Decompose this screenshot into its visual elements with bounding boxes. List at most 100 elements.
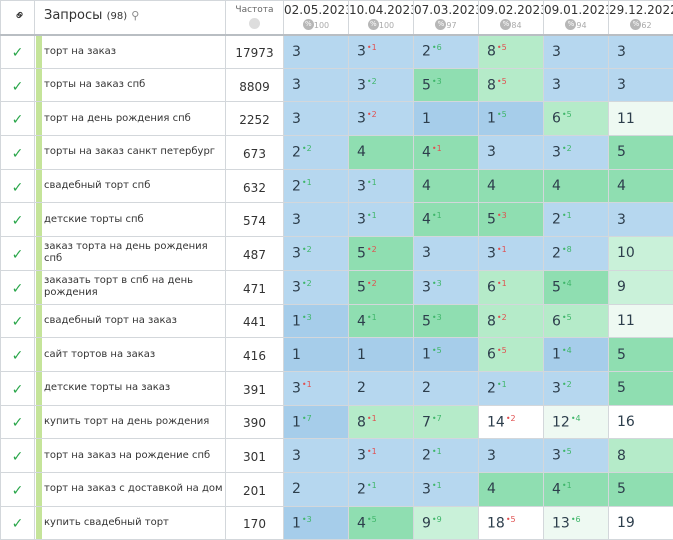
position-cell[interactable]: 11 xyxy=(608,101,673,137)
position-cell[interactable]: 3•2 xyxy=(283,236,349,271)
position-cell[interactable]: 4 xyxy=(478,168,544,204)
position-cell[interactable]: 18•5 xyxy=(478,505,544,540)
date-column-header[interactable]: 09.01.2023% 94 xyxy=(543,0,609,36)
query-cell[interactable]: заказ торта на день рождения спб xyxy=(34,236,226,271)
position-cell[interactable]: 6•5 xyxy=(478,337,544,372)
search-icon[interactable]: ⚲ xyxy=(131,9,140,22)
position-cell[interactable]: 8•5 xyxy=(478,67,544,103)
position-cell[interactable]: 3•2 xyxy=(543,370,609,406)
table-row[interactable]: ✓ заказ торта на день рождения спб 487 3•… xyxy=(0,236,673,271)
position-cell[interactable]: 5•2 xyxy=(348,236,414,271)
position-cell[interactable]: 1 xyxy=(413,101,479,137)
position-cell[interactable]: 14•2 xyxy=(478,404,544,440)
position-cell[interactable]: 5 xyxy=(608,337,673,372)
date-column-header[interactable]: 02.05.2023% 100 xyxy=(283,0,349,36)
position-cell[interactable]: 3 xyxy=(478,438,544,473)
position-cell[interactable]: 6•5 xyxy=(543,303,609,339)
query-cell[interactable]: торт на заказ на рождение спб xyxy=(34,438,226,473)
position-cell[interactable]: 1•5 xyxy=(413,337,479,372)
position-cell[interactable]: 3 xyxy=(283,34,349,69)
date-column-header[interactable]: 07.03.2023% 97 xyxy=(413,0,479,36)
position-cell[interactable]: 2•1 xyxy=(348,471,414,507)
table-row[interactable]: ✓ детские торты на заказ 391 3•1 2 2 2•1 3•2 5 xyxy=(0,370,673,406)
position-cell[interactable]: 3•2 xyxy=(348,67,414,103)
query-cell[interactable]: свадебный торт спб xyxy=(34,168,226,204)
query-cell[interactable]: купить свадебный торт xyxy=(34,505,226,540)
position-cell[interactable]: 1 xyxy=(348,337,414,372)
position-cell[interactable]: 3•1 xyxy=(478,236,544,271)
position-cell[interactable]: 11 xyxy=(608,303,673,339)
position-cell[interactable]: 19 xyxy=(608,505,673,540)
position-cell[interactable]: 3 xyxy=(543,67,609,103)
position-cell[interactable]: 13•6 xyxy=(543,505,609,540)
position-cell[interactable]: 3•2 xyxy=(283,269,349,305)
position-cell[interactable]: 4 xyxy=(543,168,609,204)
position-cell[interactable]: 6•1 xyxy=(478,269,544,305)
position-cell[interactable]: 2•1 xyxy=(413,438,479,473)
position-cell[interactable]: 4•1 xyxy=(413,135,479,170)
table-row[interactable]: ✓ детские торты спб 574 3 3•1 4•1 5•3 2•1 3 xyxy=(0,202,673,238)
frequency-header[interactable]: Частота xyxy=(225,0,284,36)
position-cell[interactable]: 2•1 xyxy=(543,202,609,238)
queries-header[interactable]: Запросы (98) ⚲ xyxy=(34,0,226,36)
position-cell[interactable]: 3 xyxy=(283,67,349,103)
position-cell[interactable]: 3•2 xyxy=(348,101,414,137)
query-cell[interactable]: торт на день рождения спб xyxy=(34,101,226,137)
position-cell[interactable]: 9•9 xyxy=(413,505,479,540)
query-cell[interactable]: торт на заказ с доставкой на дом xyxy=(34,471,226,507)
table-row[interactable]: ✓ сайт тортов на заказ 416 1 1 1•5 6•5 1•4 5 xyxy=(0,337,673,372)
position-cell[interactable]: 8•2 xyxy=(478,303,544,339)
position-cell[interactable]: 2 xyxy=(413,370,479,406)
position-cell[interactable]: 2 xyxy=(348,370,414,406)
query-cell[interactable]: заказать торт в спб на день рождения xyxy=(34,269,226,305)
query-cell[interactable]: торт на заказ xyxy=(34,34,226,69)
date-column-header[interactable]: 10.04.2023% 100 xyxy=(348,0,414,36)
position-cell[interactable]: 3•1 xyxy=(348,202,414,238)
position-cell[interactable]: 8 xyxy=(608,438,673,473)
position-cell[interactable]: 8•1 xyxy=(348,404,414,440)
position-cell[interactable]: 16 xyxy=(608,404,673,440)
position-cell[interactable]: 12•4 xyxy=(543,404,609,440)
table-row[interactable]: ✓ свадебный торт спб 632 2•1 3•1 4 4 4 4 xyxy=(0,168,673,204)
position-cell[interactable]: 3•2 xyxy=(543,135,609,170)
query-cell[interactable]: купить торт на день рождения xyxy=(34,404,226,440)
position-cell[interactable]: 1•7 xyxy=(283,404,349,440)
position-cell[interactable]: 3 xyxy=(283,101,349,137)
table-row[interactable]: ✓ торт на заказ на рождение спб 301 3 3•1 2… xyxy=(0,438,673,473)
position-cell[interactable]: 4 xyxy=(413,168,479,204)
table-row[interactable]: ✓ купить торт на день рождения 390 1•7 8•1… xyxy=(0,404,673,440)
position-cell[interactable]: 3 xyxy=(608,202,673,238)
position-cell[interactable]: 3•1 xyxy=(348,34,414,69)
position-cell[interactable]: 2•8 xyxy=(543,236,609,271)
position-cell[interactable]: 5•2 xyxy=(348,269,414,305)
table-row[interactable]: ✓ заказать торт в спб на день рождения 4… xyxy=(0,269,673,305)
position-cell[interactable]: 3•5 xyxy=(543,438,609,473)
position-cell[interactable]: 4 xyxy=(608,168,673,204)
position-cell[interactable]: 2•1 xyxy=(478,370,544,406)
position-cell[interactable]: 3•1 xyxy=(348,438,414,473)
date-column-header[interactable]: 29.12.2022% 62 xyxy=(608,0,673,36)
position-cell[interactable]: 7•7 xyxy=(413,404,479,440)
position-cell[interactable]: 5 xyxy=(608,370,673,406)
position-cell[interactable]: 1•3 xyxy=(283,303,349,339)
position-cell[interactable]: 3•3 xyxy=(413,269,479,305)
position-cell[interactable]: 4•1 xyxy=(348,303,414,339)
position-cell[interactable]: 2 xyxy=(283,471,349,507)
position-cell[interactable]: 5•4 xyxy=(543,269,609,305)
position-cell[interactable]: 8•5 xyxy=(478,34,544,69)
position-cell[interactable]: 9 xyxy=(608,269,673,305)
position-cell[interactable]: 4 xyxy=(478,471,544,507)
position-cell[interactable]: 3•1 xyxy=(283,370,349,406)
position-cell[interactable]: 3 xyxy=(283,438,349,473)
table-row[interactable]: ✓ торты на заказ спб 8809 3 3•2 5•3 8•5 3 3 xyxy=(0,67,673,103)
position-cell[interactable]: 1 xyxy=(283,337,349,372)
query-cell[interactable]: детские торты спб xyxy=(34,202,226,238)
query-cell[interactable]: торты на заказ спб xyxy=(34,67,226,103)
position-cell[interactable]: 1•5 xyxy=(478,101,544,137)
position-cell[interactable]: 4•1 xyxy=(543,471,609,507)
position-cell[interactable]: 5•3 xyxy=(478,202,544,238)
table-row[interactable]: ✓ свадебный торт на заказ 441 1•3 4•1 5•3 8•… xyxy=(0,303,673,339)
table-row[interactable]: ✓ купить свадебный торт 170 1•3 4•5 9•9 18•5… xyxy=(0,505,673,540)
table-row[interactable]: ✓ торт на день рождения спб 2252 3 3•2 1 1•5… xyxy=(0,101,673,137)
position-cell[interactable]: 3•1 xyxy=(348,168,414,204)
